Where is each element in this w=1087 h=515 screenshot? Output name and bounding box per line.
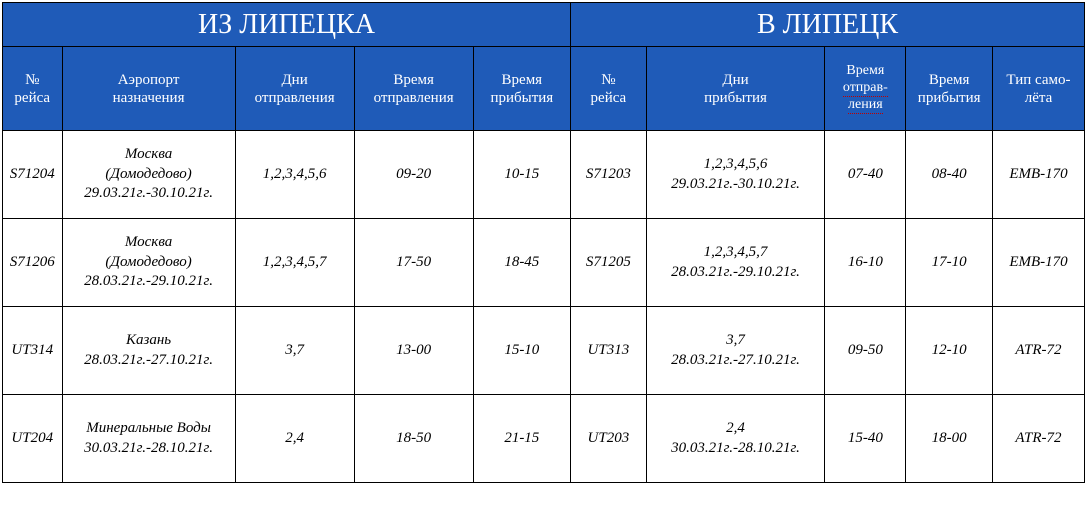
cell-l-arr: 21-15 (473, 395, 570, 483)
cell-r-arr: 17-10 (906, 219, 993, 307)
col-r-arr-days: Дни прибытия (646, 47, 825, 131)
cell-l-dep: 18-50 (354, 395, 473, 483)
table-body: S71204Москва (Домодедово) 29.03.21г.-30.… (3, 131, 1085, 483)
col-l-arr-time: Время прибытия (473, 47, 570, 131)
column-header-row: № рейса Аэропорт назначения Дни отправле… (3, 47, 1085, 131)
cell-l-dep: 09-20 (354, 131, 473, 219)
header-from: ИЗ ЛИПЕЦКА (3, 3, 571, 47)
cell-r-days: 1,2,3,4,5,7 28.03.21г.-29.10.21г. (646, 219, 825, 307)
cell-l-dep: 17-50 (354, 219, 473, 307)
cell-l-dest: Минеральные Воды 30.03.21г.-28.10.21г. (62, 395, 235, 483)
cell-l-flight: UT314 (3, 307, 63, 395)
col-r-dep-time-l2: отправ- (843, 80, 888, 97)
cell-l-flight: UT204 (3, 395, 63, 483)
cell-l-days: 3,7 (235, 307, 354, 395)
col-r-dep-time: Время отправ- ления (825, 47, 906, 131)
cell-r-flight: S71205 (571, 219, 647, 307)
cell-r-flight: S71203 (571, 131, 647, 219)
cell-l-arr: 15-10 (473, 307, 570, 395)
col-r-flight-no: № рейса (571, 47, 647, 131)
header-to: В ЛИПЕЦК (571, 3, 1085, 47)
cell-l-flight: S71206 (3, 219, 63, 307)
col-r-dep-time-l3: ления (848, 97, 883, 114)
cell-r-days: 3,7 28.03.21г.-27.10.21г. (646, 307, 825, 395)
cell-r-days: 2,4 30.03.21г.-28.10.21г. (646, 395, 825, 483)
cell-r-ac: EMB-170 (992, 219, 1084, 307)
schedule-table: ИЗ ЛИПЕЦКА В ЛИПЕЦК № рейса Аэропорт наз… (2, 2, 1085, 483)
col-l-dep-time: Время отправления (354, 47, 473, 131)
col-l-dest-airport: Аэропорт назначения (62, 47, 235, 131)
col-l-flight-no: № рейса (3, 47, 63, 131)
cell-r-flight: UT313 (571, 307, 647, 395)
cell-l-dest: Москва (Домодедово) 29.03.21г.-30.10.21г… (62, 131, 235, 219)
cell-r-ac: ATR-72 (992, 395, 1084, 483)
col-r-aircraft: Тип само- лёта (992, 47, 1084, 131)
cell-r-arr: 18-00 (906, 395, 993, 483)
cell-l-dest: Москва (Домодедово) 28.03.21г.-29.10.21г… (62, 219, 235, 307)
cell-r-arr: 08-40 (906, 131, 993, 219)
cell-l-days: 1,2,3,4,5,6 (235, 131, 354, 219)
cell-r-dep: 16-10 (825, 219, 906, 307)
cell-r-dep: 09-50 (825, 307, 906, 395)
cell-l-days: 1,2,3,4,5,7 (235, 219, 354, 307)
cell-r-dep: 07-40 (825, 131, 906, 219)
cell-l-days: 2,4 (235, 395, 354, 483)
cell-l-dep: 13-00 (354, 307, 473, 395)
col-l-dep-days: Дни отправления (235, 47, 354, 131)
cell-l-dest: Казань 28.03.21г.-27.10.21г. (62, 307, 235, 395)
cell-r-dep: 15-40 (825, 395, 906, 483)
top-header-row: ИЗ ЛИПЕЦКА В ЛИПЕЦК (3, 3, 1085, 47)
col-r-arr-time: Время прибытия (906, 47, 993, 131)
cell-l-arr: 18-45 (473, 219, 570, 307)
table-row: UT314Казань 28.03.21г.-27.10.21г.3,713-0… (3, 307, 1085, 395)
cell-l-arr: 10-15 (473, 131, 570, 219)
table-row: S71204Москва (Домодедово) 29.03.21г.-30.… (3, 131, 1085, 219)
table-row: S71206Москва (Домодедово) 28.03.21г.-29.… (3, 219, 1085, 307)
cell-r-days: 1,2,3,4,5,6 29.03.21г.-30.10.21г. (646, 131, 825, 219)
col-r-dep-time-l1: Время (846, 63, 884, 78)
schedule-table-wrap: ИЗ ЛИПЕЦКА В ЛИПЕЦК № рейса Аэропорт наз… (0, 0, 1087, 485)
cell-r-ac: EMB-170 (992, 131, 1084, 219)
cell-r-ac: ATR-72 (992, 307, 1084, 395)
cell-r-arr: 12-10 (906, 307, 993, 395)
cell-r-flight: UT203 (571, 395, 647, 483)
cell-l-flight: S71204 (3, 131, 63, 219)
table-row: UT204Минеральные Воды 30.03.21г.-28.10.2… (3, 395, 1085, 483)
